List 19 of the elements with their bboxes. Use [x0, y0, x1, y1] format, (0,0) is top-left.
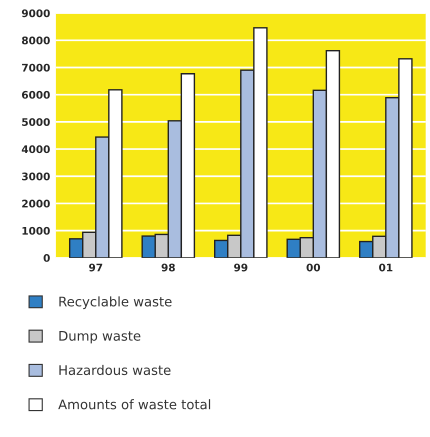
- x-tick-label: 01: [379, 264, 392, 272]
- legend-label: Recyclable waste: [59, 296, 172, 310]
- x-tick-label: 00: [306, 264, 320, 272]
- y-tick-label: 7000: [22, 64, 50, 72]
- y-tick-label: 6000: [22, 90, 50, 99]
- x-tick-label: 97: [89, 264, 102, 272]
- y-tick-label: 8000: [22, 36, 50, 44]
- x-tick-label: 99: [234, 264, 248, 272]
- x-tick-label: 98: [162, 264, 175, 272]
- legend-label: Dump waste: [59, 331, 140, 344]
- legend-label: Amounts of waste total: [58, 399, 210, 410]
- y-tick-label: 4000: [22, 145, 50, 154]
- y-tick-label: 3000: [22, 172, 50, 180]
- y-tick-label: 2000: [22, 200, 50, 208]
- y-tick-label: 1000: [22, 226, 50, 235]
- y-tick-label: 5000: [22, 118, 50, 126]
- legend-label: Hazardous waste: [59, 364, 171, 376]
- y-tick-label: 0: [44, 254, 50, 262]
- y-tick-label: 9000: [22, 9, 50, 18]
